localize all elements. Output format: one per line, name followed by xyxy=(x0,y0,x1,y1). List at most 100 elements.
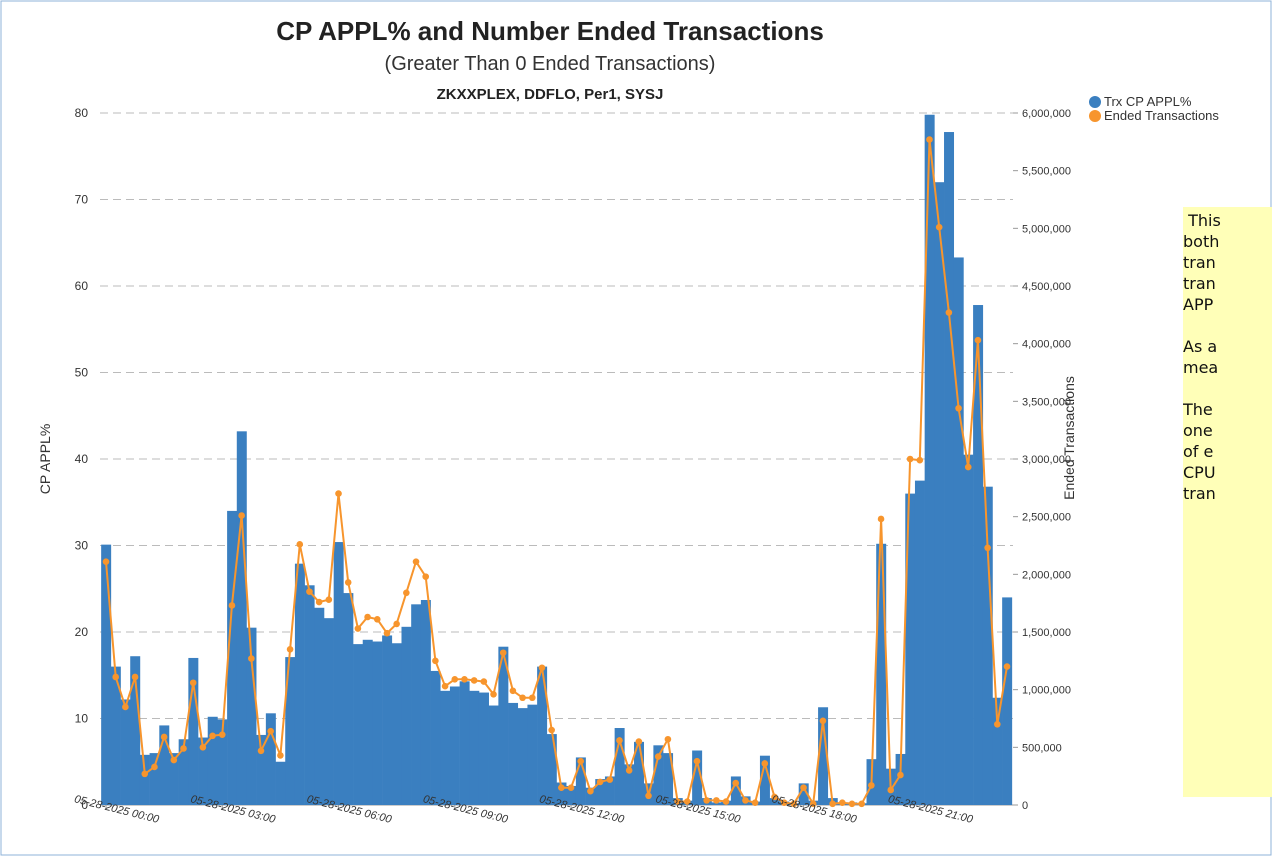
bar xyxy=(508,702,519,805)
y2-tick-label: 4,500,000 xyxy=(1022,281,1071,293)
annotation-line: tran xyxy=(1183,484,1216,503)
point xyxy=(732,779,740,787)
point xyxy=(112,673,119,681)
bar xyxy=(275,761,286,805)
point xyxy=(248,655,255,662)
point xyxy=(984,544,991,552)
point xyxy=(1003,663,1011,670)
bar xyxy=(420,599,431,805)
point xyxy=(606,776,614,783)
point xyxy=(809,800,817,808)
bar xyxy=(343,593,354,805)
bar xyxy=(188,657,199,805)
point xyxy=(490,690,497,698)
y-tick-label: 0 xyxy=(81,798,88,812)
bar xyxy=(159,725,170,805)
point xyxy=(151,763,158,771)
bar xyxy=(556,782,567,805)
point xyxy=(945,309,953,316)
point xyxy=(722,798,730,805)
annotation-line: CPU xyxy=(1183,463,1216,482)
bar xyxy=(391,643,402,805)
bar xyxy=(236,431,247,805)
point xyxy=(451,675,459,683)
point xyxy=(199,744,207,751)
bar xyxy=(895,753,906,805)
bar xyxy=(575,757,586,805)
point xyxy=(587,787,594,795)
bar xyxy=(246,627,257,805)
bar xyxy=(168,753,179,805)
point xyxy=(373,616,381,623)
point xyxy=(325,596,333,604)
bar xyxy=(634,741,644,805)
bar xyxy=(1002,597,1013,805)
y2-tick-label: 6,000,000 xyxy=(1022,108,1071,120)
point xyxy=(906,455,914,463)
annotation-line: tran xyxy=(1183,274,1216,293)
bar xyxy=(730,776,741,805)
legend-label: Trx CP APPL% xyxy=(1104,94,1192,109)
legend-marker xyxy=(1089,110,1101,122)
point xyxy=(528,694,536,702)
point xyxy=(267,727,274,735)
bar xyxy=(314,607,325,805)
annotation-line: This xyxy=(1183,211,1221,230)
point xyxy=(964,463,972,471)
point xyxy=(868,782,875,789)
point xyxy=(509,687,517,695)
bar xyxy=(992,697,1003,805)
bar xyxy=(944,132,955,805)
point xyxy=(926,136,933,143)
y-tick-label: 30 xyxy=(75,539,89,553)
bar xyxy=(546,734,557,805)
point xyxy=(693,757,701,765)
bar xyxy=(411,604,422,805)
point xyxy=(771,793,778,801)
annotation: This both tran tran APP As a mea The one of e CPU t… xyxy=(1183,207,1272,797)
point xyxy=(780,799,788,806)
bar xyxy=(905,493,916,805)
point xyxy=(548,726,555,734)
point xyxy=(916,456,924,464)
bar xyxy=(304,585,315,805)
point xyxy=(538,664,546,672)
point xyxy=(645,792,652,800)
point xyxy=(800,784,807,791)
annotation-line: both xyxy=(1183,232,1220,251)
bar xyxy=(101,544,112,805)
y2-tick-label: 5,500,000 xyxy=(1022,166,1071,178)
bar xyxy=(769,798,780,805)
bar xyxy=(401,626,412,805)
point xyxy=(257,747,265,755)
bar xyxy=(653,745,664,805)
point xyxy=(635,738,643,745)
bar xyxy=(449,686,460,805)
bar xyxy=(227,510,238,805)
bar xyxy=(430,670,441,805)
point xyxy=(683,798,691,805)
bar xyxy=(604,776,615,805)
bar xyxy=(382,635,393,805)
point xyxy=(897,771,904,779)
annotation-line xyxy=(1183,315,1272,336)
point xyxy=(674,798,681,805)
point xyxy=(829,800,836,808)
point xyxy=(335,490,342,497)
point xyxy=(364,613,371,621)
legend-label: Ended Transactions xyxy=(1104,108,1219,123)
point xyxy=(189,679,197,687)
point xyxy=(887,786,895,794)
point xyxy=(277,752,284,759)
bar xyxy=(198,737,209,805)
chart-subtitle: ZKXXPLEX, DDFLO, Per1, SYSJ xyxy=(437,86,664,103)
bar xyxy=(139,754,150,805)
bar xyxy=(440,690,451,805)
point xyxy=(616,737,623,744)
bar xyxy=(120,699,131,805)
annotation-line: one xyxy=(1183,421,1213,440)
bar xyxy=(711,802,722,805)
point xyxy=(306,588,313,595)
y-tick-label: 60 xyxy=(75,279,89,293)
